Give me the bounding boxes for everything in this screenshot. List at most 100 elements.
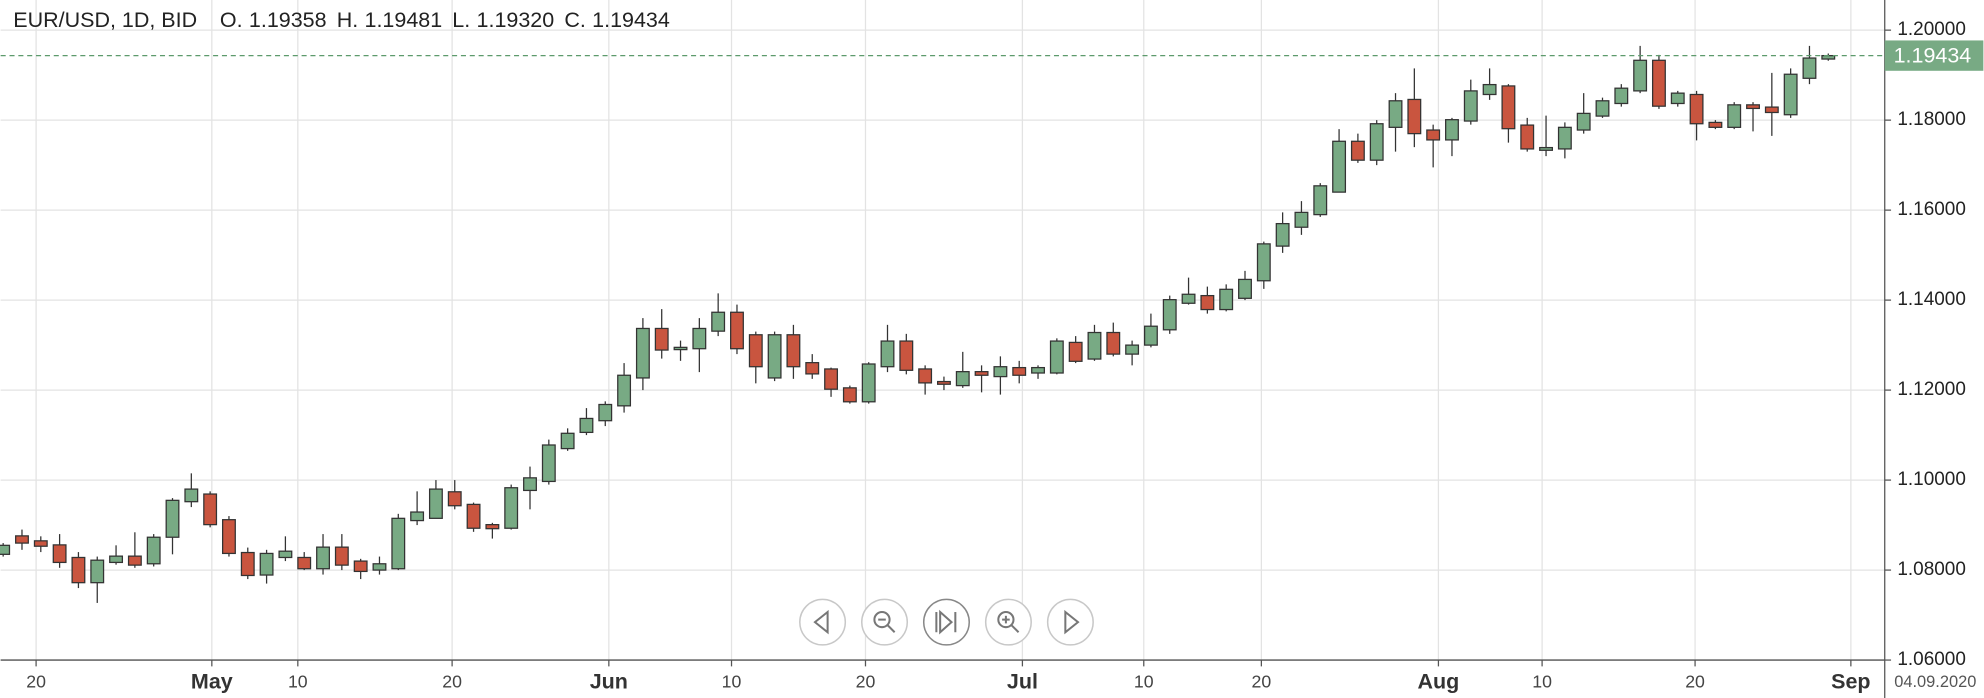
candle-body [1614,87,1629,105]
candle-body [598,403,613,422]
x-tick-label: 10 [722,671,742,691]
ohlc-value: 1.19481 [365,8,443,32]
y-tick-label: 1.10000 [1897,469,1966,490]
candle-body [523,477,537,492]
candle-body [1557,126,1572,150]
candle-body [1802,57,1817,79]
y-tick-label: 1.08000 [1897,559,1966,580]
candle-body [617,374,632,407]
candle-body [1049,340,1064,374]
candle-body [410,511,425,522]
date-label: 04.09.2020 [1894,673,1976,691]
x-tick-label: Sep [1831,669,1870,693]
candle-body [1238,278,1252,299]
x-tick-label: 20 [1252,671,1272,691]
candle-body [1012,366,1027,376]
candle-body [1520,124,1535,150]
candle-body [805,362,820,375]
x-tick-label: May [191,669,233,693]
candle-body [1482,83,1497,96]
candle-body [52,544,67,564]
candle-body [1764,106,1779,114]
last-price-label: 1.19434 [1894,44,1972,68]
candle-body [541,444,556,483]
candle-body [1181,293,1196,304]
candle-body [861,363,876,403]
candle-body [1031,366,1045,374]
candle-body [579,417,594,434]
candle-body [1463,90,1478,122]
x-tick-label: 10 [1134,671,1154,691]
candle-body [372,563,387,571]
candle-body [221,519,236,555]
candle-body [146,536,161,565]
candle-body [165,499,180,538]
x-tick-label: 20 [26,671,46,691]
scroll-left-button[interactable] [799,598,847,646]
y-tick-label: 1.06000 [1897,649,1966,670]
candle-body [880,340,895,368]
zoom-in-button[interactable] [984,598,1032,646]
zoom-out-button[interactable] [860,598,909,646]
candle-body [1162,299,1177,331]
x-tick-label: Aug [1418,669,1460,693]
candle-body [974,371,989,376]
last-price-box [1884,40,1984,71]
candle-body [33,540,48,547]
candle-body [1369,123,1384,161]
candle-body [15,535,29,544]
candle-body [824,368,839,390]
ohlc-value: 1.19434 [592,8,670,32]
candle-body [748,334,763,368]
candle-body [1595,100,1610,117]
candle-body [71,556,86,584]
candle-body [1313,185,1328,216]
candle-body [711,311,726,332]
candle-body [842,387,857,403]
candle-body [1407,98,1422,135]
axis-corner [1885,661,1984,698]
candle-body [918,368,933,384]
candle-body [1388,100,1403,128]
grid [0,0,1885,661]
candle-body [1783,73,1798,116]
y-tick-label: 1.18000 [1897,109,1966,130]
candle-body [1576,112,1591,131]
candle-body [1294,211,1309,228]
candle-body [1651,59,1666,107]
candle-body [1087,331,1102,360]
candle-body [955,371,970,387]
candle-body [1727,104,1742,128]
candle-body [203,493,218,526]
candle-body [504,487,519,529]
candle-body [109,555,124,564]
candle-body [1143,325,1158,346]
y-tick-label: 1.12000 [1897,379,1966,400]
candle-body [428,488,443,519]
candle-body [1426,129,1441,141]
candle-body [278,550,293,559]
ohlc-value: 1.19358 [249,8,327,32]
scroll-right-button[interactable] [1046,598,1094,646]
reset-button[interactable] [922,598,970,646]
candle-body [1068,341,1083,362]
candle-body [936,380,951,385]
x-tick-label: Jul [1007,669,1038,693]
ohlc-label: L. [452,8,470,32]
candle-body [259,552,274,576]
candle-body [316,546,330,570]
ohlc-label: O. [220,8,243,32]
candle-body [1125,344,1140,355]
candle-body [334,546,349,566]
y-tick-label: 1.16000 [1897,199,1966,220]
candle-body [635,327,650,379]
candle-body [447,491,462,507]
x-tick-label: Jun [590,669,628,693]
candle-body [1501,85,1516,130]
candle-body [485,524,500,530]
candle-body [767,334,782,379]
x-tick-label: 10 [288,671,308,691]
